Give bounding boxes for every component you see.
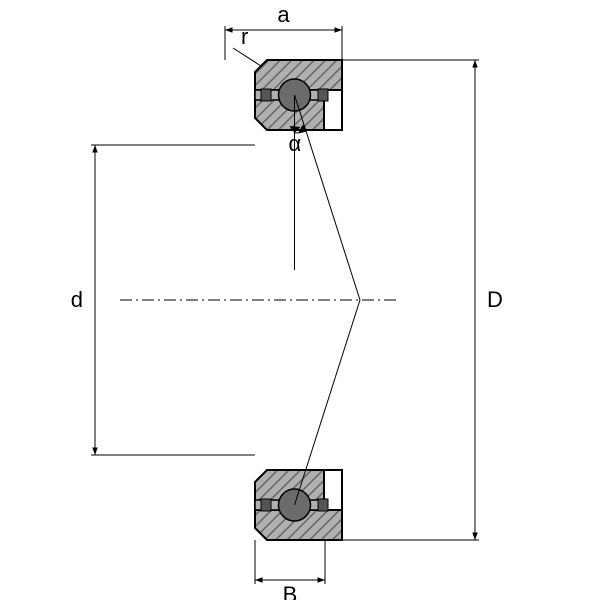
alpha-label: α (289, 131, 302, 156)
r-label: r (241, 24, 248, 49)
svg-text:a: a (277, 2, 290, 27)
section-bottom (255, 470, 342, 540)
svg-text:D: D (487, 287, 503, 312)
section-top (255, 60, 342, 130)
svg-text:B: B (283, 582, 298, 600)
svg-text:d: d (71, 287, 83, 312)
dim-B: B (255, 577, 325, 600)
dim-d: d (71, 145, 98, 455)
dim-D: D (472, 60, 503, 540)
